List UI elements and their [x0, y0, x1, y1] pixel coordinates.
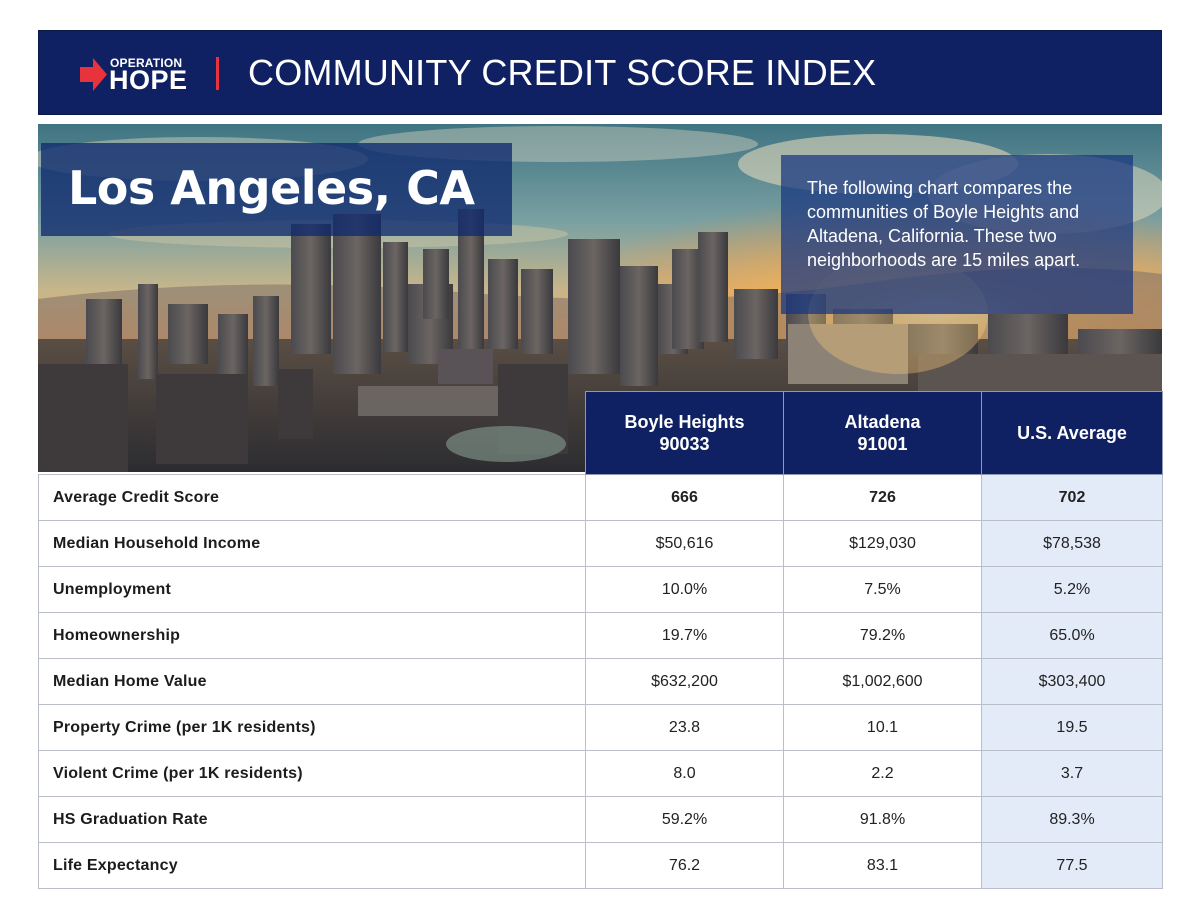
column-header-zip: 90033	[659, 434, 710, 454]
cell-boyle-heights: 19.7%	[585, 612, 784, 659]
city-title-box	[41, 143, 512, 236]
cell-altadena: 83.1	[783, 842, 982, 889]
cell-boyle-heights: $632,200	[585, 658, 784, 705]
cell-altadena: 79.2%	[783, 612, 982, 659]
column-header-boyle-heights: Boyle Heights 90033	[585, 391, 784, 475]
row-label: Unemployment	[38, 566, 586, 613]
cell-us-average: $303,400	[981, 658, 1163, 705]
table-row: Violent Crime (per 1K residents) 8.0 2.2…	[38, 750, 1163, 797]
cell-altadena: 10.1	[783, 704, 982, 751]
cell-altadena: 2.2	[783, 750, 982, 797]
cell-altadena: $1,002,600	[783, 658, 982, 705]
column-header-name: U.S. Average	[1017, 423, 1127, 443]
row-label: HS Graduation Rate	[38, 796, 586, 843]
table-row: Homeownership 19.7% 79.2% 65.0%	[38, 612, 1163, 659]
cell-boyle-heights: 666	[585, 474, 784, 521]
row-label: Median Home Value	[38, 658, 586, 705]
operation-hope-arrow-icon	[80, 58, 107, 91]
cell-altadena: 7.5%	[783, 566, 982, 613]
row-label: Violent Crime (per 1K residents)	[38, 750, 586, 797]
logo-text-operation: OPERATION	[110, 56, 183, 70]
cell-boyle-heights: $50,616	[585, 520, 784, 567]
cell-us-average: 5.2%	[981, 566, 1163, 613]
city-title: Los Angeles, CA	[68, 161, 475, 215]
comparison-table: Boyle Heights 90033 Altadena 91001 U.S. …	[38, 391, 1163, 889]
column-header-altadena: Altadena 91001	[783, 391, 982, 475]
cell-boyle-heights: 23.8	[585, 704, 784, 751]
row-label: Average Credit Score	[38, 474, 586, 521]
cell-us-average: 3.7	[981, 750, 1163, 797]
header-banner	[38, 30, 1162, 115]
cell-us-average: 65.0%	[981, 612, 1163, 659]
cell-boyle-heights: 59.2%	[585, 796, 784, 843]
cell-us-average: 89.3%	[981, 796, 1163, 843]
row-label: Homeownership	[38, 612, 586, 659]
cell-us-average: $78,538	[981, 520, 1163, 567]
cell-altadena: 726	[783, 474, 982, 521]
cell-altadena: $129,030	[783, 520, 982, 567]
column-header-name: Boyle Heights	[624, 412, 745, 432]
table-row: Unemployment 10.0% 7.5% 5.2%	[38, 566, 1163, 613]
row-label: Median Household Income	[38, 520, 586, 567]
table-row: Life Expectancy 76.2 83.1 77.5	[38, 842, 1163, 889]
table-row: Property Crime (per 1K residents) 23.8 1…	[38, 704, 1163, 751]
description-text: The following chart compares the communi…	[807, 178, 1081, 270]
logo-text-hope: HOPE	[109, 65, 188, 95]
column-header-us-average: U.S. Average	[981, 391, 1163, 475]
page-title: COMMUNITY CREDIT SCORE INDEX	[248, 52, 877, 93]
description-box	[781, 155, 1133, 314]
column-header-zip: 91001	[857, 434, 908, 454]
table-row: Median Household Income $50,616 $129,030…	[38, 520, 1163, 567]
table-row: Median Home Value $632,200 $1,002,600 $3…	[38, 658, 1163, 705]
column-header-name: Altadena	[844, 412, 921, 432]
table-header-row: Boyle Heights 90033 Altadena 91001 U.S. …	[39, 391, 1163, 475]
cell-us-average: 19.5	[981, 704, 1163, 751]
cell-boyle-heights: 76.2	[585, 842, 784, 889]
cell-boyle-heights: 8.0	[585, 750, 784, 797]
row-label: Property Crime (per 1K residents)	[38, 704, 586, 751]
header-divider	[216, 57, 219, 90]
cell-us-average: 77.5	[981, 842, 1163, 889]
cell-boyle-heights: 10.0%	[585, 566, 784, 613]
table-row: HS Graduation Rate 59.2% 91.8% 89.3%	[38, 796, 1163, 843]
row-label: Life Expectancy	[38, 842, 586, 889]
table-row: Average Credit Score 666 726 702	[38, 474, 1163, 521]
cell-altadena: 91.8%	[783, 796, 982, 843]
table-header-blank	[39, 392, 586, 475]
cell-us-average: 702	[981, 474, 1163, 521]
